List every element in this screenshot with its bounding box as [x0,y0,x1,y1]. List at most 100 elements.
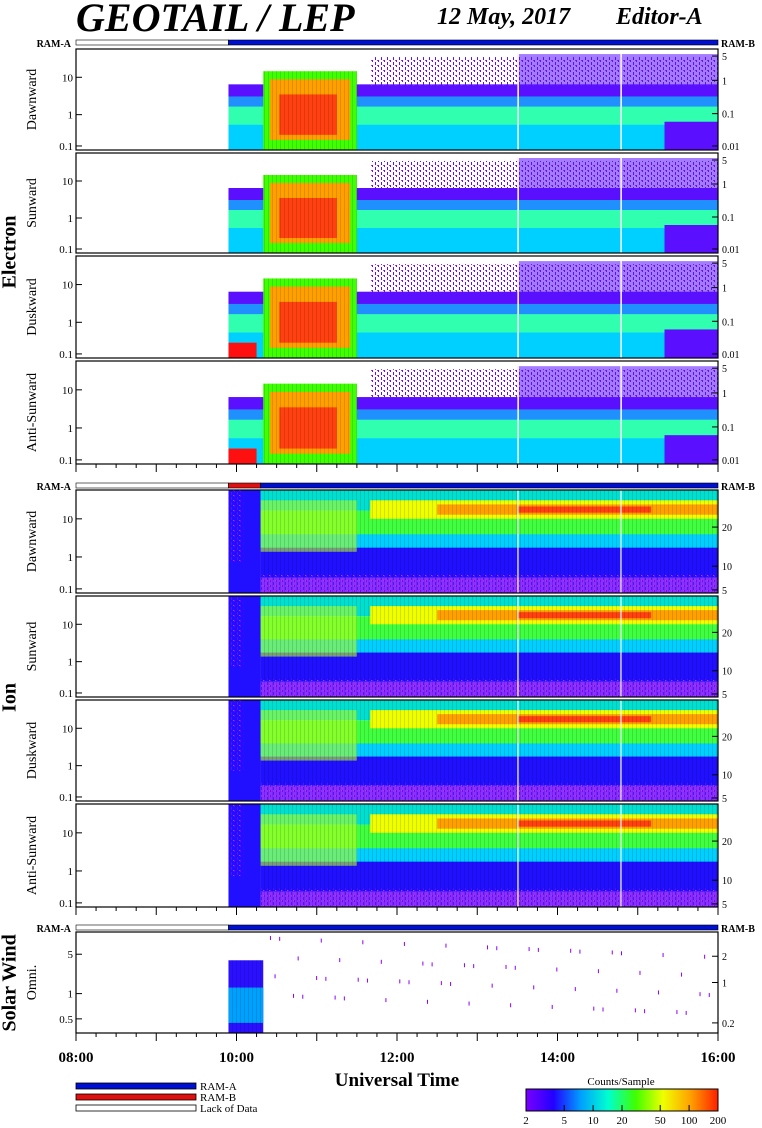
spectrum-dot [431,962,433,967]
x-axis: 08:00 10:00 12:00 14:00 16:00 Universal Time [59,1050,736,1091]
y-tick-label: 0.1 [722,317,735,328]
spectrum-dot [528,947,530,952]
panel-frame [75,489,719,594]
spectrum-dot [343,996,345,1001]
legend-swatch [75,1104,197,1112]
y-tick-label: 1 [722,979,727,990]
ram-segment [228,482,261,489]
data-gap [620,596,622,697]
spectrogram-panel: 0.1 1 10 5 10 20 Duskward [25,699,732,805]
y-tick-label: 5 [722,156,727,167]
y-tick-label: 0.1 [59,244,73,256]
spectrum-dot [325,976,327,981]
spectrum-dot [334,995,336,1000]
spectrum-dot [551,1004,553,1009]
ram-b-label: RAM-B [721,924,755,935]
time-axis-ticks [75,907,719,915]
ram-a-label: RAM-A [37,482,72,493]
ram-a-label: RAM-A [37,39,72,50]
y-tick-label: 1 [722,76,727,87]
spectrum-hot [228,448,257,464]
data-gap [517,49,519,150]
spectrum-noise [228,596,244,667]
colorbar-tick-label: 5 [561,1115,567,1127]
y-tick-label: 5 [722,794,727,805]
data-gap [517,153,519,253]
x-tick-label: 10:00 [219,1050,254,1066]
y-tick-label: 20 [722,628,732,639]
y-tick-label: 0.1 [59,688,73,700]
spectrum-dot [399,979,401,984]
y-tick-label: 10 [722,876,732,887]
spectrum-dot [491,983,493,988]
ram-bar: RAM-A RAM-B [37,39,756,50]
spectrum-dot [357,977,359,982]
y-tick-label: 0.1 [59,141,73,153]
panel-frame [75,48,719,151]
data-gap [620,256,622,358]
y-tick-label: 10 [62,176,74,188]
y-tick-label: 0.2 [722,1019,735,1030]
y-tick-label: 5 [722,364,727,375]
ram-segment [75,924,229,931]
time-axis-ticks [75,464,719,472]
spectrum-dot [533,985,535,990]
data-gap [620,490,622,593]
spectrum-dot [556,967,558,972]
data-gap [620,700,622,801]
ram-segment [75,482,229,489]
spectrum-dot [302,994,304,999]
ram-a-label: RAM-A [37,924,72,935]
x-axis-title: Universal Time [335,1070,459,1091]
y-tick-label: 10 [722,771,732,782]
panel-background [76,932,718,1033]
spectrum-noise [228,490,244,563]
x-tick-label: 08:00 [59,1050,94,1066]
y-tick-label: 0.1 [722,423,735,434]
spectrum-band [664,225,718,253]
ram-b-label: RAM-B [721,482,755,493]
spectrum-dot [339,958,341,963]
spectrogram-panel: 0.1 1 10 5 10 20 Anti-Sunward [25,803,732,911]
y-tick-label: 1 [68,989,74,1001]
y-tick-label: 1 [722,284,727,295]
panel-frame [75,699,719,802]
spectrum-dot [597,969,599,974]
y-tick-label: 1 [68,213,74,225]
y-tick-label: 1 [722,180,727,191]
legend-swatch [75,1093,197,1101]
spectrum-hot [228,342,257,358]
y-tick-label: 1 [68,552,74,564]
spectrum-dot [616,988,618,993]
spectrum-dot [297,956,299,961]
ram-bar: RAM-A RAM-B [37,482,756,493]
y-tick-label: 0.1 [59,455,73,467]
spectrum-noise [260,574,718,593]
y-tick-label: 10 [62,619,74,631]
spectrum-dot [279,936,281,941]
spectrum-noise [260,888,718,907]
data-gap [620,153,622,253]
spectrum-dot [362,940,364,945]
spectrum-dot [662,953,664,958]
ram-segment [75,39,229,46]
y-tick-label: 10 [722,562,732,573]
spectrum-dot [505,964,507,969]
y-tick-label: 0.1 [722,213,735,224]
y-tick-label: 10 [62,385,74,397]
spectrum-texture [263,175,357,253]
panel-label: Duskward [25,722,40,780]
y-tick-label: 1 [722,389,727,400]
panel-label: Dawnward [25,511,40,572]
y-tick-label: 20 [722,837,732,848]
spectrogram-panel: 0.1 1 10 5 10 20 Dawnward [25,489,732,597]
spectrum-texture [263,71,357,150]
y-tick-label: 5 [722,690,727,701]
spectrum-dot [366,978,368,983]
y-tick-label: 10 [62,72,74,84]
y-tick-label: 20 [722,732,732,743]
instrument-title: GEOTAIL / LEP [76,0,355,40]
spectrum-texture [263,278,357,358]
y-tick-label: 0.01 [722,245,740,256]
colorbar-tick-label: 200 [710,1115,727,1127]
